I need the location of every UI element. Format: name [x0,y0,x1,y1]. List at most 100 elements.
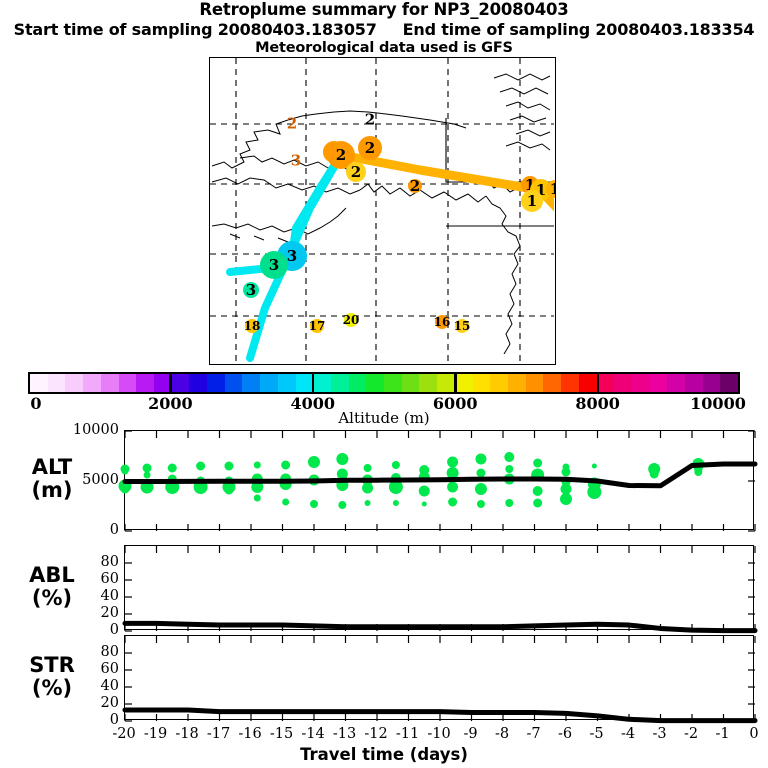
series-line-abl [122,620,758,634]
ylabel-alt: ALT (m) [2,456,102,502]
scatter-point [505,465,514,473]
panel-abl[interactable] [122,545,758,634]
colorbar-segment [136,374,154,392]
colorbar-tick-label: 2000 [148,394,193,413]
scatter-point [474,483,487,495]
scatter-point [224,485,234,495]
map-marker[interactable]: 16 [433,315,451,329]
map-marker[interactable]: 3 [260,251,288,279]
map-marker[interactable]: 1 [546,180,555,198]
colorbar-segment [596,374,615,392]
scatter-point [253,461,261,469]
map-marker[interactable]: 15 [453,319,471,333]
colorbar-segment [525,374,544,392]
ytick-label-abl: 60 [100,571,119,587]
retroplume-map[interactable]: 2222222311113331817201615 [209,57,556,365]
start-time-label: Start time of sampling 20080403.183057 [13,20,377,39]
scatter-point [336,468,348,480]
colorbar-segment [260,374,278,392]
colorbar-segment [153,374,172,392]
colorbar-segment [454,374,473,392]
xtick-label: -12 [364,726,388,742]
ylabel-str-line1: STR [29,652,75,677]
colorbar-segment [224,374,243,392]
panel-alt[interactable] [118,430,758,532]
xtick-label: -14 [301,726,325,742]
altitude-colorbar [28,372,740,394]
scatter-point [447,456,459,468]
series-line-str [122,707,758,724]
colorbar-segment [30,374,48,392]
colorbar-segment [631,374,650,392]
scatter-point [448,497,458,507]
colorbar-division [596,372,600,394]
scatter-point [447,481,459,493]
map-marker[interactable]: 2 [346,162,366,182]
colorbar-segment [649,374,668,392]
scatter-point [196,461,206,471]
map-marker[interactable]: 17 [308,319,326,333]
ytick-label-str: 40 [100,678,119,694]
map-marker[interactable]: 18 [243,319,261,333]
title-block: Retroplume summary for NP3_20080403 Star… [0,0,768,57]
ytick-label-abl: 40 [100,588,119,604]
colorbar-segment [561,374,579,392]
scatter-point [649,469,659,479]
colorbar-tick-label: 8000 [575,394,620,413]
scatter-point [364,500,371,506]
scatter-point [505,499,514,507]
axis-ticks [124,546,756,632]
xtick-label: -9 [463,726,478,742]
map-marker[interactable]: 3 [290,151,302,170]
map-marker[interactable]: 2 [358,136,382,160]
colorbar-segment [720,374,739,392]
axis-ticks [124,636,756,722]
ytick-label-alt: 10000 [72,422,119,438]
colorbar-segment [401,374,420,392]
colorbar-segment [295,374,314,392]
scatter-point [504,452,515,462]
scatter-point [251,481,264,493]
colorbar-segment [384,374,402,392]
map-marker[interactable]: 2 [364,110,376,129]
scatter-point [476,468,486,478]
ytick-label-str: 80 [100,644,119,660]
map-marker[interactable]: 3 [243,282,259,298]
colorbar-segment [507,374,526,392]
scatter-point [532,486,543,496]
xtick-label: -15 [269,726,294,742]
ytick-label-str: 0 [109,712,119,728]
scatter-point [143,471,151,479]
ytick-label-abl: 80 [100,554,119,570]
xtick-label: -20 [112,726,136,742]
panel-str[interactable] [122,635,758,724]
map-marker[interactable]: 2 [286,114,298,133]
colorbar-segment [685,374,703,392]
ylabel-alt-line1: ALT [31,455,73,479]
scatter-point [533,458,543,468]
xtick-label: -7 [526,726,541,742]
xtick-label: -4 [620,726,636,742]
colorbar-segment [437,374,455,392]
scatter-point [142,463,152,473]
ylabel-abl: ABL (%) [2,562,102,610]
xtick-label: -17 [206,726,231,742]
ylabel-abl-line1: ABL [29,562,75,587]
colorbar-ticks: 0 2000 4000 6000 8000 10000 [0,394,768,413]
scatter-point [694,468,703,476]
map-marker[interactable]: 2 [408,176,422,195]
scatter-point [120,484,130,494]
scatter-point [446,467,459,479]
map-marker[interactable]: 1 [521,190,543,212]
colorbar-tick-label: 0 [30,394,42,413]
scatter-point [336,453,349,465]
scatter-point [142,484,152,494]
map-marker[interactable]: 20 [342,313,360,327]
scatter-point [591,463,597,469]
xtick-label: -19 [143,726,168,742]
scatter-point [476,500,485,508]
ytick-label-str: 60 [100,661,119,677]
scatter-point [391,461,400,469]
colorbar-segment [667,374,686,392]
colorbar-segment [472,374,491,392]
